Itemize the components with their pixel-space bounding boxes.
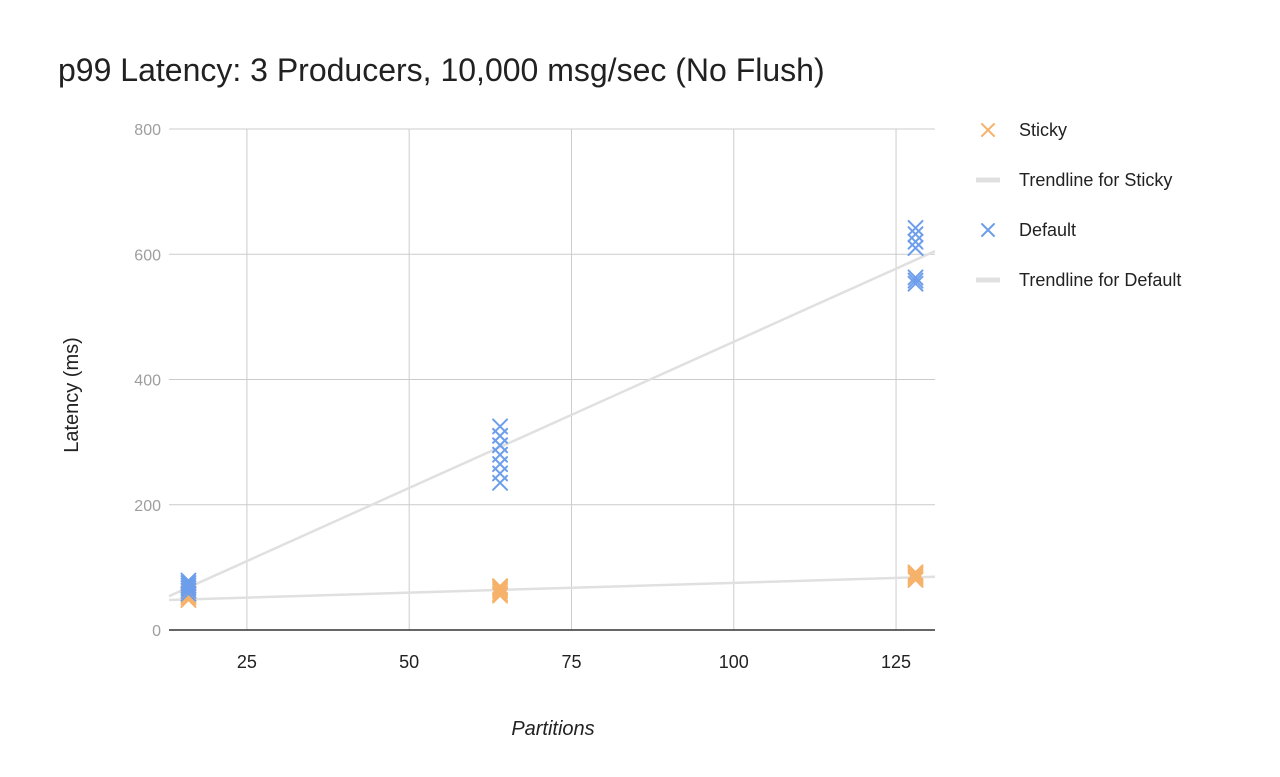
default-point xyxy=(180,572,197,589)
chart-title: p99 Latency: 3 Producers, 10,000 msg/sec… xyxy=(58,52,825,88)
legend: Sticky Trendline for Sticky Default Trendli… xyxy=(976,120,1181,290)
sticky-point xyxy=(907,568,924,585)
sticky-point xyxy=(492,578,509,595)
x-tick-label: 25 xyxy=(237,652,257,672)
legend-marker-default xyxy=(981,223,995,237)
x-axis-label: Partitions xyxy=(511,718,594,740)
legend-label-sticky: Sticky xyxy=(1019,120,1067,140)
default-point xyxy=(907,239,924,256)
sticky-point xyxy=(907,564,924,581)
legend-label-trendline-for-default: Trendline for Default xyxy=(1019,270,1181,290)
sticky-point xyxy=(492,585,509,602)
x-tick-label: 75 xyxy=(561,652,581,672)
trendline-for-sticky xyxy=(168,575,936,602)
trendline-for-default xyxy=(168,249,936,598)
data-points xyxy=(180,219,924,608)
y-tick-label: 0 xyxy=(152,623,161,640)
y-tick-label: 800 xyxy=(134,122,161,139)
legend-label-trendline-for-sticky: Trendline for Sticky xyxy=(1019,170,1172,190)
default-point xyxy=(907,219,924,236)
tick-labels: 0 200 400 600 800 25 50 75 100 125 xyxy=(134,122,911,672)
legend-label-default: Default xyxy=(1019,220,1076,240)
default-point xyxy=(180,577,197,594)
default-point xyxy=(492,418,509,435)
default-point xyxy=(180,580,197,597)
x-tick-label: 50 xyxy=(399,652,419,672)
x-tick-label: 100 xyxy=(719,652,749,672)
y-tick-label: 200 xyxy=(134,498,161,515)
default-point xyxy=(907,272,924,289)
y-axis-label: Latency (ms) xyxy=(61,337,83,453)
default-point xyxy=(907,269,924,286)
y-tick-label: 600 xyxy=(134,247,161,264)
default-point xyxy=(907,233,924,250)
sticky-point xyxy=(907,566,924,583)
sticky-point xyxy=(492,583,509,600)
sticky-point xyxy=(907,571,924,588)
default-point xyxy=(907,226,924,243)
sticky-point xyxy=(492,581,509,598)
legend-marker-sticky xyxy=(981,123,995,137)
grid xyxy=(169,128,935,630)
default-point xyxy=(907,275,924,292)
x-tick-label: 125 xyxy=(881,652,911,672)
default-point xyxy=(180,575,197,592)
trendlines xyxy=(168,249,936,602)
sticky-point xyxy=(907,570,924,587)
y-tick-label: 400 xyxy=(134,373,161,390)
